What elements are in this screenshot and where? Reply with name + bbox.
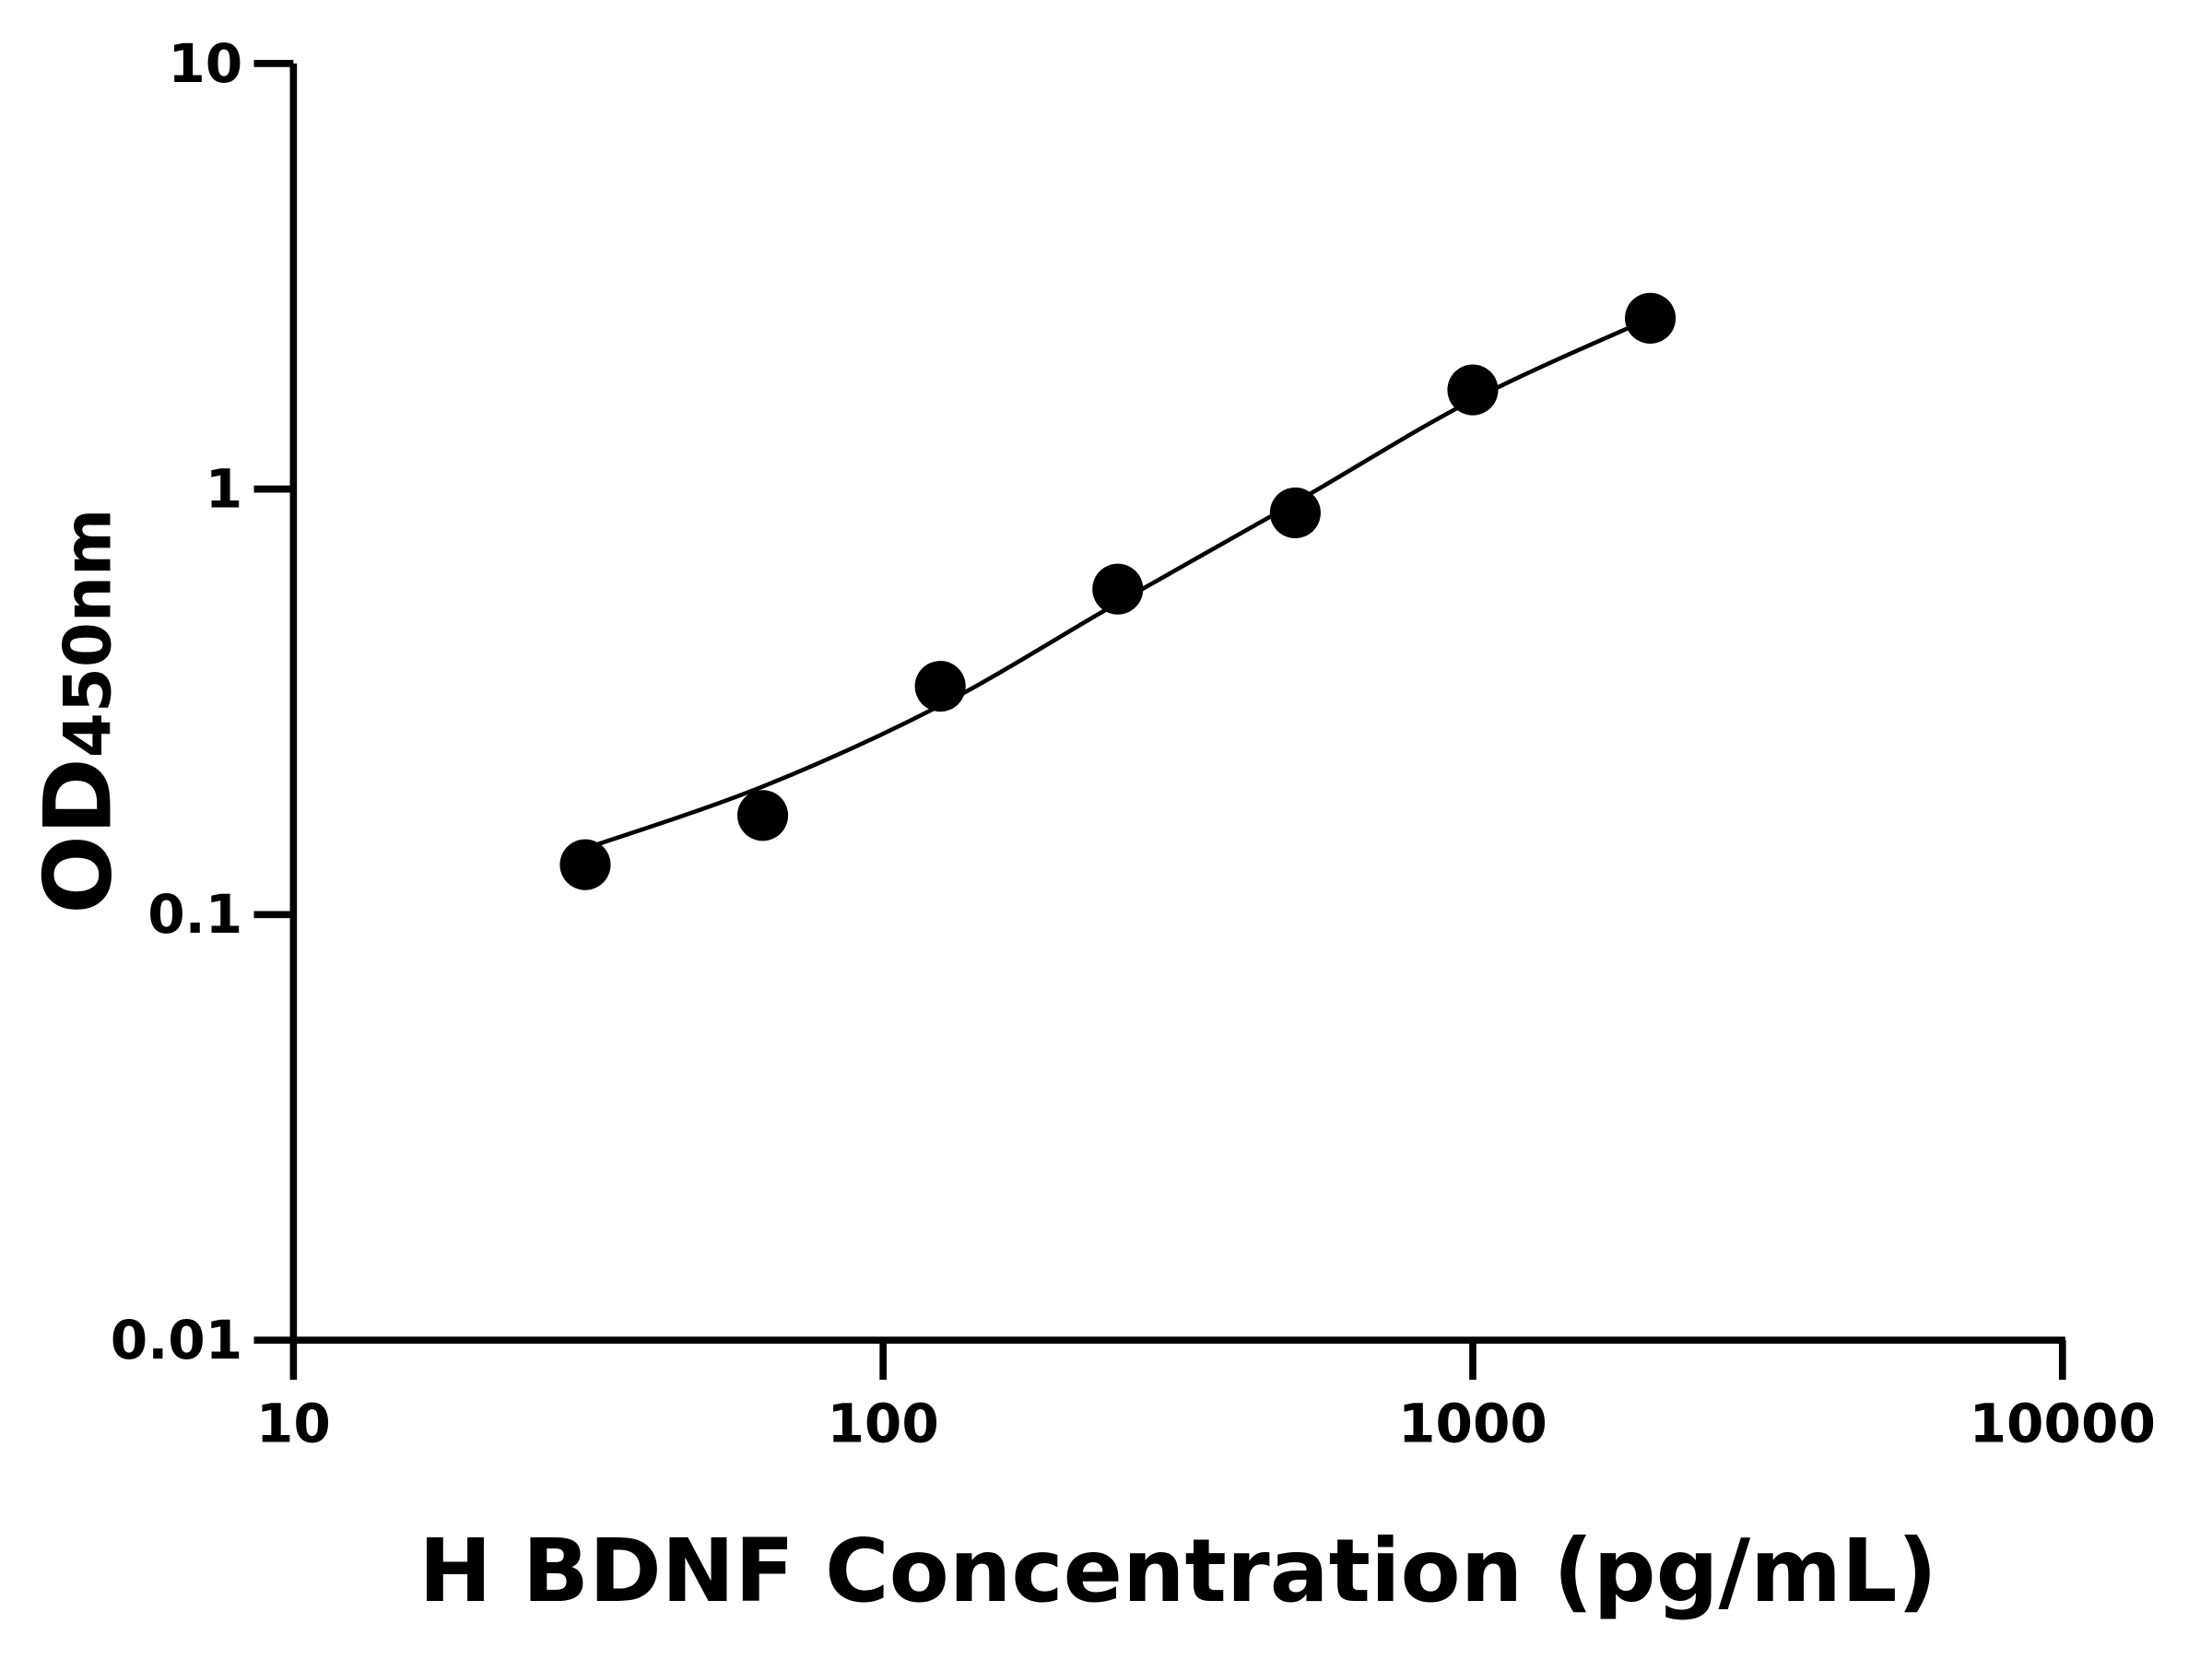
x-tick-label: 1000 xyxy=(1398,1392,1547,1454)
y-axis-label-sub: 450nm xyxy=(50,509,125,758)
y-tick-label: 0.1 xyxy=(147,883,242,946)
y-axis-label-main: OD xyxy=(23,758,132,914)
y-tick-label: 1 xyxy=(206,458,242,521)
x-tick-label: 100 xyxy=(827,1392,938,1454)
x-axis-label: H BDNF Concentration (pg/mL) xyxy=(418,1521,1937,1622)
data-point xyxy=(1092,563,1144,615)
x-tick-label: 10000 xyxy=(1970,1392,2156,1454)
data-point xyxy=(1447,364,1499,416)
y-tick-label: 0.01 xyxy=(111,1309,243,1371)
x-tick-label: 10 xyxy=(256,1392,331,1454)
y-axis-label: OD450nm xyxy=(23,509,132,914)
data-point xyxy=(737,790,789,841)
axes: 10 100 1000 10000 0.01 0.1 1 10 xyxy=(111,32,2156,1455)
y-tick-label: 10 xyxy=(168,32,242,95)
data-point xyxy=(914,661,966,712)
data-point xyxy=(1269,487,1321,539)
marks xyxy=(559,292,1677,890)
data-point xyxy=(1625,292,1677,344)
data-point xyxy=(559,839,611,890)
